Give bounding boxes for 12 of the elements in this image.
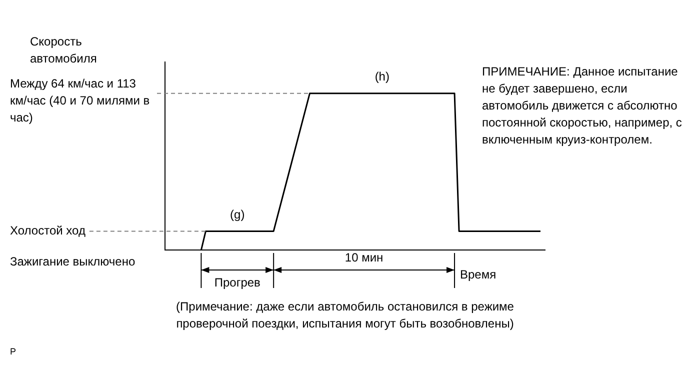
text: Прогрев [214,275,260,290]
text: Зажигание выключено [10,254,136,268]
x-axis-title: Время [460,267,496,282]
text: Скорость автомобиля [30,34,97,66]
text: (Примечание: даже если автомобиль остановился в режиме проверочной поездки, испытания могут быть возобновлены) [176,299,514,330]
ref-line-label: Между 64 км/час и 113 км/час (40 и 70 милями в час) [10,76,150,125]
annotation: ПРИМЕЧАНИЕ: Данное испытание не будет завершено, если автомобиль движется с абсолютно постоянной скоростью, например, с включенным круиз-контролем. [482,64,682,146]
annotation: (g) [230,208,245,222]
text: (h) [374,70,390,84]
ref-line-label: Холостой ход [10,224,86,238]
text: P [10,346,16,356]
text: 10 мин [344,250,384,264]
